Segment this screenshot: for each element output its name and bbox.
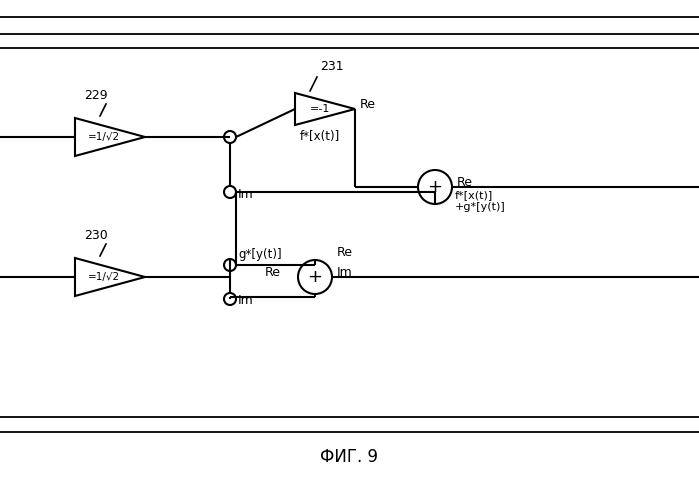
Text: ФИГ. 9: ФИГ. 9	[320, 448, 378, 466]
Text: =-1: =-1	[310, 104, 331, 114]
Text: Re: Re	[360, 97, 376, 111]
Text: 230: 230	[84, 229, 108, 242]
Text: 229: 229	[84, 89, 108, 102]
Text: g*[y(t)]: g*[y(t)]	[238, 248, 282, 261]
Text: Re: Re	[265, 267, 281, 279]
Text: +: +	[308, 268, 322, 286]
Text: Im: Im	[238, 187, 254, 201]
Text: f*[x(t)]: f*[x(t)]	[300, 130, 340, 143]
Text: Re: Re	[337, 246, 353, 258]
Text: 231: 231	[320, 60, 344, 73]
Text: Im: Im	[238, 295, 254, 308]
Text: f*[x(t)]
+g*[y(t)]: f*[x(t)] +g*[y(t)]	[455, 190, 506, 212]
Text: =1/√2: =1/√2	[88, 272, 120, 282]
Text: =1/√2: =1/√2	[88, 132, 120, 142]
Text: Im: Im	[337, 266, 353, 278]
Text: Re: Re	[457, 176, 473, 188]
Text: +: +	[428, 178, 442, 196]
